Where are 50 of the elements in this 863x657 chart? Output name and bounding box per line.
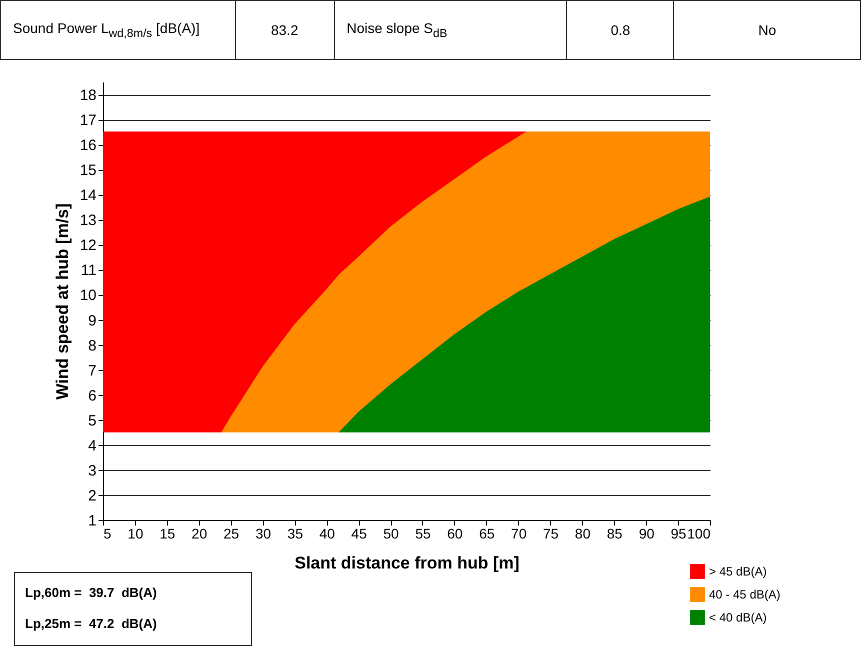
y-tick-label: 18 (80, 87, 96, 104)
y-axis-title: Wind speed at hub [m/s] (52, 203, 72, 400)
text: No (674, 0, 860, 60)
x-tick-label: 75 (542, 526, 559, 542)
y-tick-label: 14 (80, 187, 96, 204)
x-tick-label: 20 (192, 526, 208, 542)
y-tick-label: 10 (80, 287, 96, 304)
text: Lp,60m = 39.7 dB(A) (24, 584, 158, 602)
legend-label: > 45 dB(A) (709, 564, 767, 578)
x-axis-title: Slant distance from hub [m] (294, 554, 520, 572)
y-tick-label: 1 (88, 512, 96, 530)
x-tick-label: 100 (687, 526, 711, 542)
y-tick-label: 15 (80, 162, 96, 180)
x-tick-label: 80 (574, 526, 591, 542)
y-tick-label: 17 (80, 112, 96, 130)
x-tick-label: 5 (104, 526, 112, 542)
y-tick-label: 5 (88, 412, 96, 430)
y-tick-label: 4 (88, 437, 96, 454)
y-tick-label: 6 (88, 387, 96, 404)
x-tick-label: 30 (255, 526, 272, 542)
x-tick-label: 25 (224, 526, 240, 542)
text: Lp,25m = 47.2 dB(A) (24, 615, 158, 633)
text: Noise slope S$_{dB}$ (334, 0, 567, 60)
y-tick-label: 16 (80, 137, 96, 154)
x-tick-label: 90 (638, 526, 655, 542)
x-tick-label: 15 (160, 526, 176, 542)
y-tick-label: 12 (80, 237, 96, 254)
y-tick-label: 7 (88, 362, 96, 380)
x-tick-label: 65 (479, 526, 495, 542)
legend-label: < 40 dB(A) (709, 610, 767, 624)
x-tick-label: 50 (383, 526, 400, 542)
text: Sound Power L$_{wd,8m/s}$ [dB(A)] (0, 0, 236, 60)
text: 0.8 (566, 0, 674, 60)
x-tick-label: 10 (128, 526, 144, 542)
y-tick-label: 9 (88, 312, 96, 330)
x-tick-label: 60 (447, 526, 463, 542)
y-tick-label: 11 (80, 262, 96, 280)
y-tick-label: 8 (88, 337, 96, 354)
x-tick-label: 70 (511, 526, 527, 542)
y-tick-label: 13 (80, 212, 96, 230)
y-tick-label: 2 (88, 487, 96, 504)
x-tick-label: 55 (415, 526, 431, 542)
x-tick-label: 85 (606, 526, 623, 542)
text: 83.2 (235, 0, 334, 60)
legend-label: 40 - 45 dB(A) (709, 588, 780, 602)
x-tick-label: 35 (287, 526, 304, 542)
x-tick-label: 95 (670, 526, 687, 542)
x-tick-label: 45 (351, 526, 368, 542)
x-tick-label: 40 (319, 526, 336, 542)
y-tick-label: 3 (88, 462, 96, 480)
